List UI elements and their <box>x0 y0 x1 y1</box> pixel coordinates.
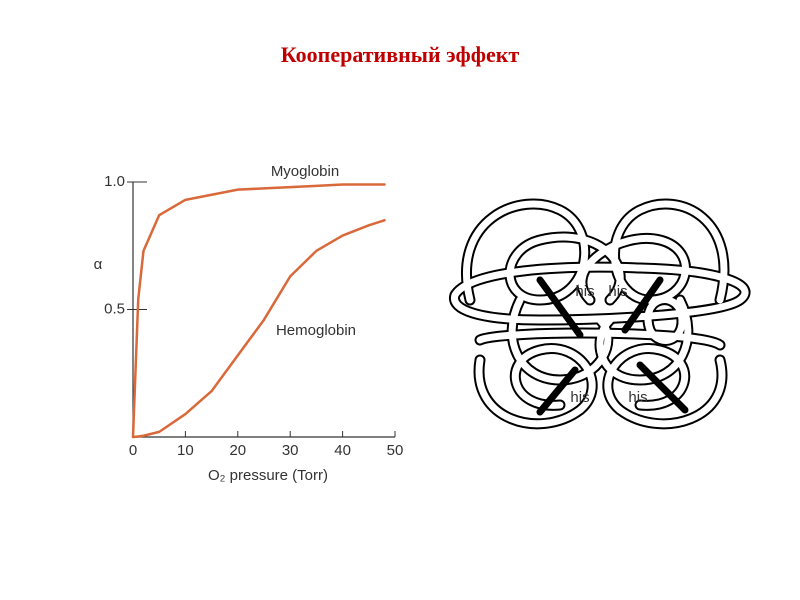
residue-label: his <box>575 283 594 300</box>
series-label: Hemoglobin <box>276 322 356 339</box>
residue-label: his <box>570 389 589 406</box>
residue-label: his <box>628 389 647 406</box>
x-tick-label: 40 <box>334 442 351 459</box>
heme-helix <box>536 276 689 416</box>
x-tick-label: 0 <box>129 442 137 459</box>
slide-title: Кооперативный эффект <box>281 42 520 67</box>
y-tick-label: 0.5 <box>104 300 125 317</box>
hemoglobin-structure: his his his his <box>449 198 751 430</box>
series-label: Myoglobin <box>271 163 339 180</box>
residue-label: his <box>608 283 627 300</box>
x-axis-label: O₂ pressure (Torr) <box>208 467 328 484</box>
x-tick-label: 20 <box>229 442 246 459</box>
axes: 0 10 20 30 40 50 0.5 1.0 <box>104 173 403 459</box>
x-tick-label: 10 <box>177 442 194 459</box>
y-tick-label: 1.0 <box>104 173 125 190</box>
series-line <box>131 219 386 439</box>
x-tick-label: 30 <box>282 442 299 459</box>
series-line <box>131 183 386 439</box>
y-axis-label: α <box>94 256 103 273</box>
x-tick-label: 50 <box>387 442 404 459</box>
